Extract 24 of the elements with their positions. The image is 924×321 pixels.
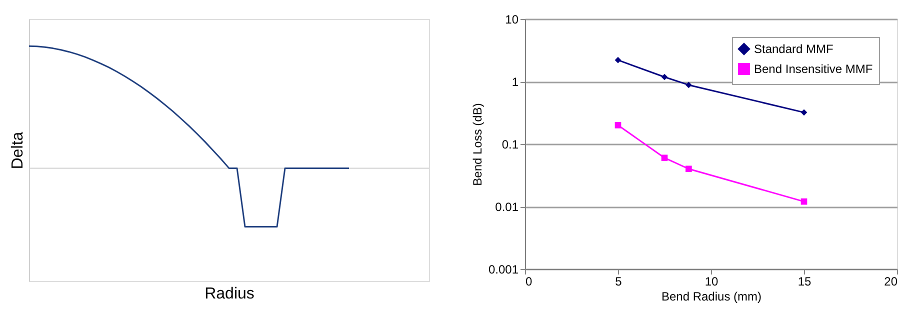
point	[686, 166, 692, 172]
y-tick-label: 1	[512, 75, 519, 89]
y-tick-label: 0.001	[488, 262, 519, 276]
point	[661, 154, 668, 162]
x-tick-label: 10	[704, 274, 718, 288]
point	[661, 74, 668, 80]
x-tick-label: 5	[615, 274, 622, 288]
x-axis-title: Radius	[204, 286, 254, 302]
y-axis-title: Delta	[10, 132, 26, 170]
point	[614, 56, 622, 64]
x-tick-label: 20	[884, 274, 898, 288]
legend-label: Bend Insensitive MMF	[754, 62, 873, 76]
x-tick-label: 0	[526, 274, 532, 288]
point	[800, 109, 808, 116]
legend-label: Standard MMF	[754, 42, 834, 56]
point	[686, 82, 692, 88]
point	[800, 198, 808, 205]
y-tick-label: 0.1	[502, 138, 519, 152]
y-tick-label: 0.01	[495, 200, 519, 214]
x-axis-title: Bend Radius (mm)	[661, 290, 762, 304]
y-axis-title: Bend Loss (dB)	[470, 103, 484, 186]
y-tick-label: 10	[505, 12, 519, 26]
point	[614, 122, 622, 128]
x-tick-label: 15	[798, 274, 812, 288]
